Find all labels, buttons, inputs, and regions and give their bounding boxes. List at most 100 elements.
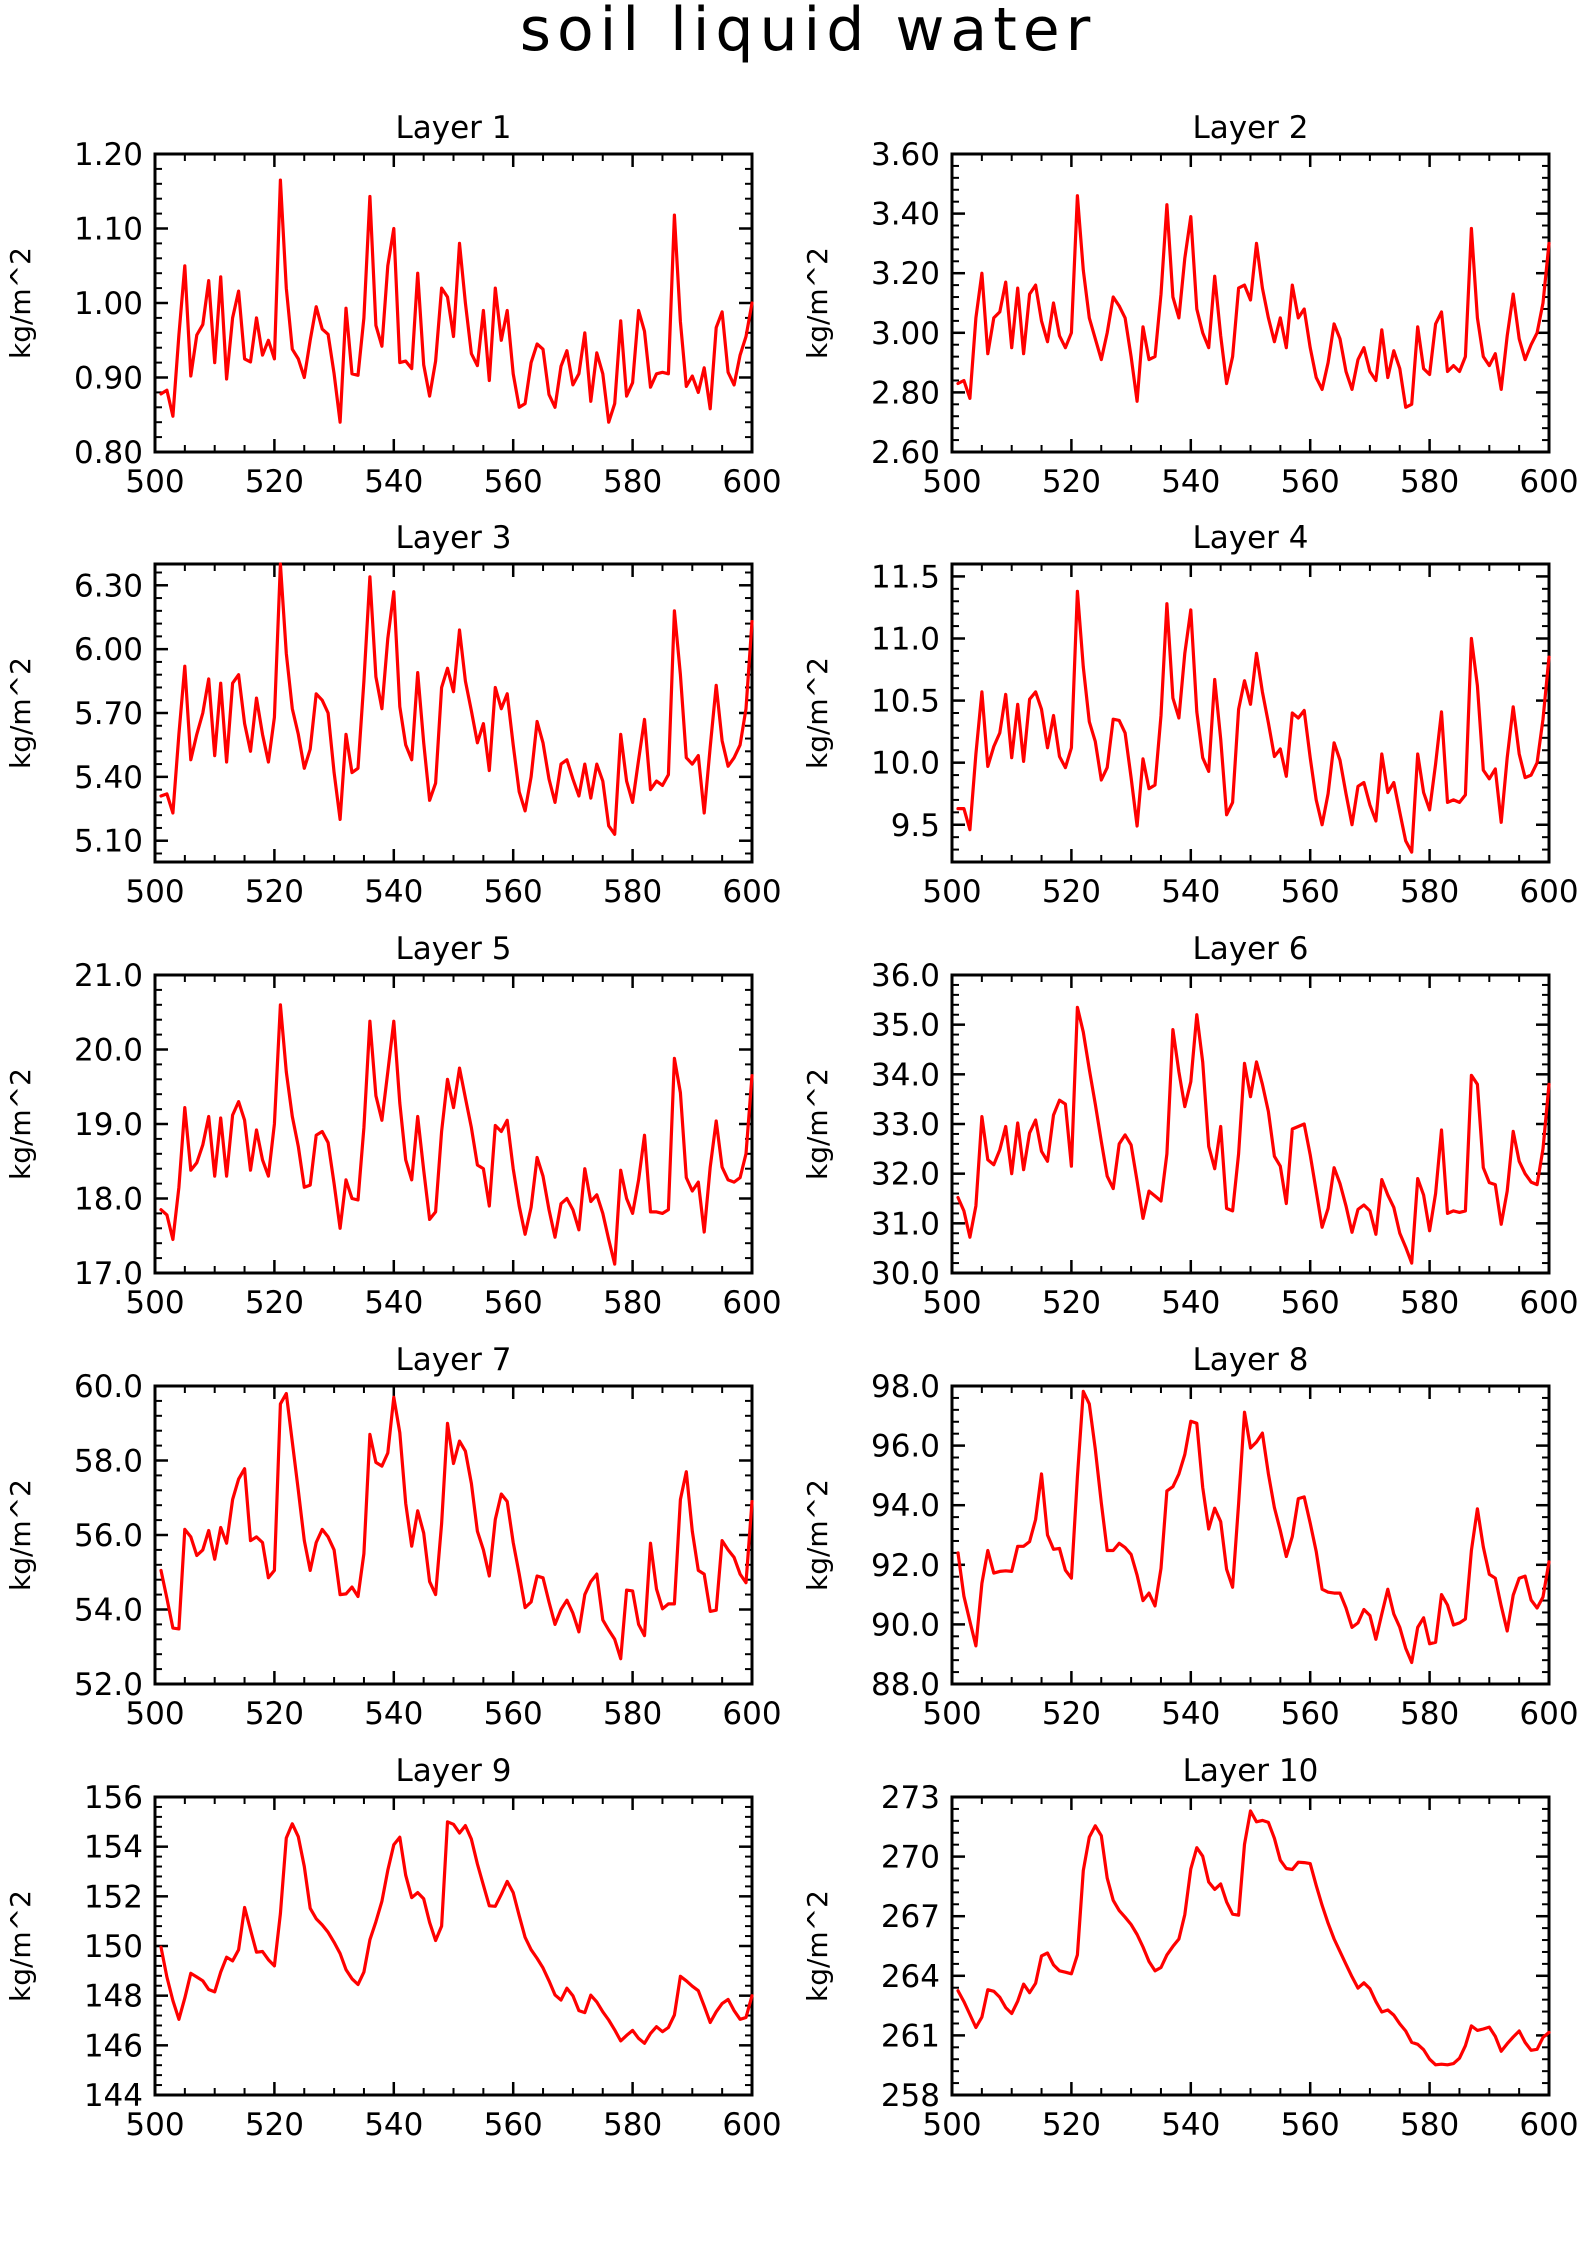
y-tick-label: 18.0 bbox=[74, 1182, 143, 1218]
panel-layer-4: Layer 4 kg/m^2 500 520 540 560 580 600 9.5 10.0 10… bbox=[801, 520, 1578, 910]
y-tick-label: 3.60 bbox=[871, 137, 940, 173]
x-tick-label: 600 bbox=[722, 1285, 781, 1321]
plot-frame bbox=[950, 1384, 1551, 1686]
y-tick-label: 88.0 bbox=[871, 1667, 940, 1703]
y-tick-label: 58.0 bbox=[74, 1444, 143, 1480]
x-tick-label: 600 bbox=[1519, 874, 1578, 910]
series-line bbox=[159, 178, 754, 424]
y-tick-label: 273 bbox=[881, 1780, 940, 1816]
x-tick-label: 580 bbox=[1400, 2107, 1459, 2143]
series-line bbox=[159, 1820, 754, 2045]
panel-title: Layer 1 bbox=[395, 110, 511, 146]
panel-layer-3: Layer 3 kg/m^2 500 520 540 560 580 600 5.10 5.40 5… bbox=[4, 520, 782, 910]
x-tick-label: 600 bbox=[722, 1696, 781, 1732]
y-tick-label: 36.0 bbox=[871, 958, 940, 994]
plot-frame bbox=[950, 152, 1551, 454]
x-tick-label: 540 bbox=[1161, 1285, 1220, 1321]
x-tick-label: 500 bbox=[922, 1696, 981, 1732]
y-tick-label: 92.0 bbox=[871, 1548, 940, 1584]
y-tick-label: 56.0 bbox=[74, 1518, 143, 1554]
y-tick-label: 52.0 bbox=[74, 1667, 143, 1703]
panel-title: Layer 7 bbox=[395, 1342, 511, 1378]
series-line bbox=[159, 1391, 754, 1661]
plot-frame bbox=[153, 1795, 754, 2097]
y-tick-label: 146 bbox=[84, 2028, 143, 2064]
x-tick-label: 600 bbox=[722, 874, 781, 910]
series-line bbox=[956, 589, 1551, 854]
y-tick-label: 5.40 bbox=[74, 760, 143, 796]
panel-title: Layer 6 bbox=[1192, 931, 1308, 967]
x-tick-label: 560 bbox=[1281, 874, 1340, 910]
x-tick-label: 520 bbox=[245, 874, 304, 910]
x-tick-label: 520 bbox=[1042, 2107, 1101, 2143]
y-tick-label: 9.5 bbox=[891, 808, 940, 844]
y-axis-label: kg/m^2 bbox=[4, 1479, 37, 1591]
x-tick-label: 520 bbox=[245, 1696, 304, 1732]
y-tick-label: 11.0 bbox=[871, 622, 940, 658]
y-tick-label: 261 bbox=[881, 2018, 940, 2054]
panel-title: Layer 9 bbox=[395, 1753, 511, 1789]
plot-frame bbox=[153, 1384, 754, 1686]
y-tick-label: 20.0 bbox=[74, 1033, 143, 1069]
panel-layer-6: Layer 6 kg/m^2 500 520 540 560 580 600 30.0 31.0 3… bbox=[801, 931, 1578, 1321]
x-tick-label: 500 bbox=[922, 464, 981, 500]
x-tick-label: 580 bbox=[603, 1285, 662, 1321]
y-tick-label: 34.0 bbox=[871, 1057, 940, 1093]
y-tick-label: 96.0 bbox=[871, 1429, 940, 1465]
x-tick-label: 560 bbox=[1281, 2107, 1340, 2143]
series-line bbox=[956, 1389, 1551, 1665]
panel-title: Layer 2 bbox=[1192, 110, 1308, 146]
y-tick-label: 267 bbox=[881, 1899, 940, 1935]
y-axis-label: kg/m^2 bbox=[4, 247, 37, 359]
y-tick-label: 270 bbox=[881, 1840, 940, 1876]
panel-layer-8: Layer 8 kg/m^2 500 520 540 560 580 600 88.0 90.0 9… bbox=[801, 1342, 1578, 1732]
x-tick-label: 580 bbox=[603, 874, 662, 910]
series-line bbox=[956, 194, 1551, 409]
y-tick-label: 0.80 bbox=[74, 435, 143, 471]
x-tick-label: 580 bbox=[1400, 874, 1459, 910]
x-tick-label: 580 bbox=[603, 2107, 662, 2143]
x-tick-label: 560 bbox=[1281, 1696, 1340, 1732]
x-tick-label: 600 bbox=[1519, 2107, 1578, 2143]
x-tick-label: 520 bbox=[1042, 874, 1101, 910]
x-tick-label: 540 bbox=[1161, 464, 1220, 500]
y-tick-label: 35.0 bbox=[871, 1008, 940, 1044]
x-tick-label: 600 bbox=[722, 2107, 781, 2143]
x-tick-label: 520 bbox=[245, 464, 304, 500]
y-tick-label: 32.0 bbox=[871, 1157, 940, 1193]
series-line bbox=[956, 1005, 1551, 1265]
y-axis-label: kg/m^2 bbox=[801, 657, 834, 769]
x-tick-label: 560 bbox=[484, 2107, 543, 2143]
y-tick-label: 94.0 bbox=[871, 1488, 940, 1524]
x-tick-label: 540 bbox=[364, 464, 423, 500]
x-tick-label: 560 bbox=[484, 1285, 543, 1321]
panel-layer-2: Layer 2 kg/m^2 500 520 540 560 580 600 2.60 2.80 3… bbox=[801, 110, 1578, 500]
series-line bbox=[159, 1003, 754, 1266]
y-axis-label: kg/m^2 bbox=[4, 657, 37, 769]
panel-layer-5: Layer 5 kg/m^2 500 520 540 560 580 600 17.0 18.0 1… bbox=[4, 931, 782, 1321]
x-tick-label: 540 bbox=[364, 874, 423, 910]
y-axis-label: kg/m^2 bbox=[801, 247, 834, 359]
y-tick-label: 1.10 bbox=[74, 212, 143, 248]
x-tick-label: 520 bbox=[1042, 464, 1101, 500]
y-tick-label: 6.30 bbox=[74, 568, 143, 604]
y-tick-label: 148 bbox=[84, 1979, 143, 2015]
x-tick-label: 560 bbox=[1281, 1285, 1340, 1321]
x-tick-label: 500 bbox=[125, 2107, 184, 2143]
series-line bbox=[159, 562, 754, 836]
panel-layer-9: Layer 9 kg/m^2 500 520 540 560 580 600 144 146 148… bbox=[4, 1753, 782, 2143]
x-tick-label: 600 bbox=[722, 464, 781, 500]
y-tick-label: 152 bbox=[84, 1879, 143, 1915]
x-tick-label: 560 bbox=[1281, 464, 1340, 500]
x-tick-label: 600 bbox=[1519, 1696, 1578, 1732]
y-tick-label: 60.0 bbox=[74, 1369, 143, 1405]
y-tick-label: 258 bbox=[881, 2078, 940, 2114]
y-tick-label: 5.70 bbox=[74, 696, 143, 732]
y-tick-label: 10.5 bbox=[871, 684, 940, 720]
y-tick-label: 33.0 bbox=[871, 1107, 940, 1143]
x-tick-label: 520 bbox=[245, 2107, 304, 2143]
y-tick-label: 10.0 bbox=[871, 746, 940, 782]
x-tick-label: 580 bbox=[603, 1696, 662, 1732]
y-tick-label: 98.0 bbox=[871, 1369, 940, 1405]
